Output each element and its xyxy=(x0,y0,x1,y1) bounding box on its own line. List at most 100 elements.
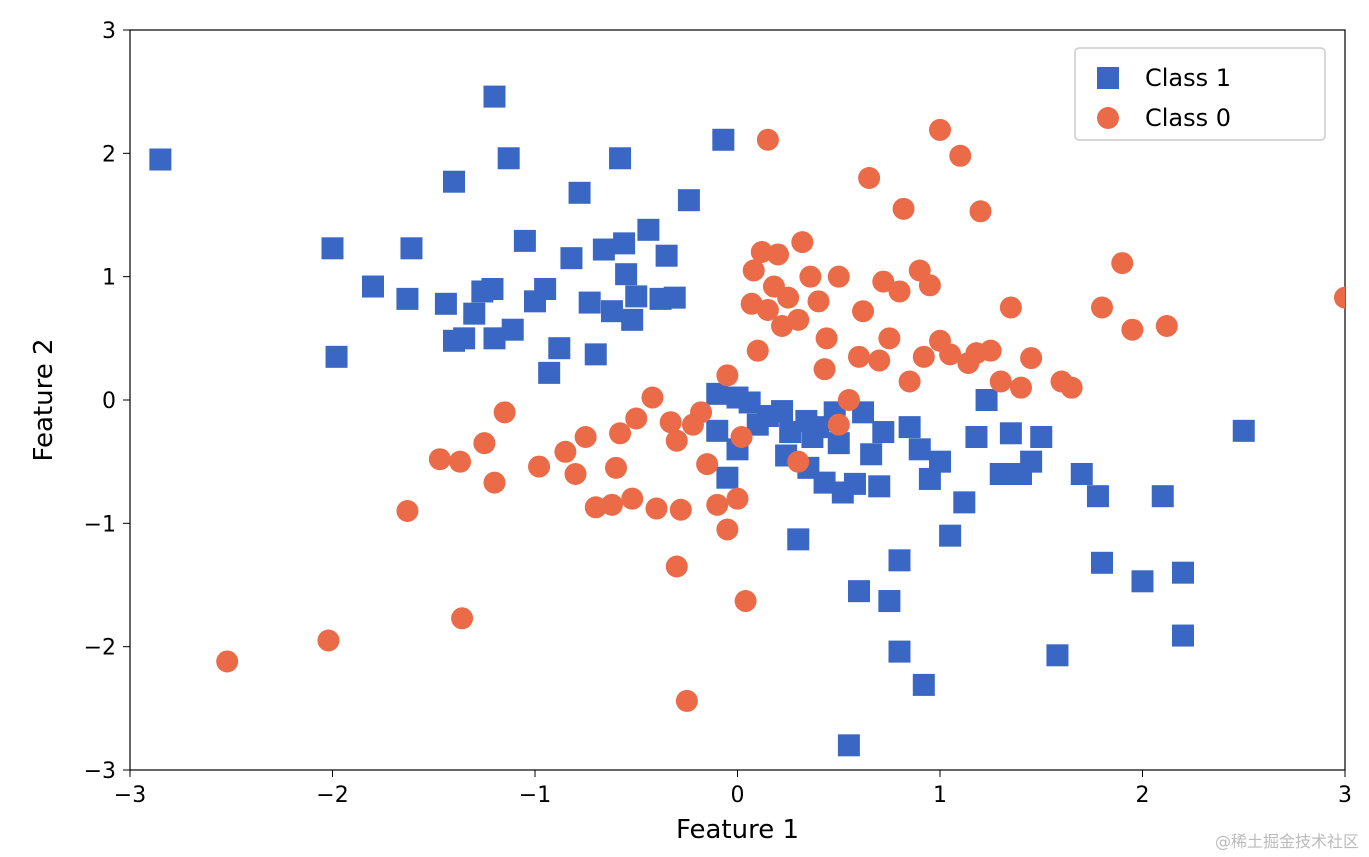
scatter-point-class-0 xyxy=(451,607,473,629)
scatter-point-class-0 xyxy=(791,231,813,253)
scatter-point-class-1 xyxy=(322,237,344,259)
scatter-point-class-0 xyxy=(605,457,627,479)
scatter-point-class-0 xyxy=(852,300,874,322)
scatter-point-class-0 xyxy=(1121,319,1143,341)
scatter-point-class-1 xyxy=(868,475,890,497)
scatter-point-class-0 xyxy=(990,371,1012,393)
scatter-point-class-0 xyxy=(621,488,643,510)
scatter-point-class-0 xyxy=(868,350,890,372)
y-tick-label: −1 xyxy=(84,512,116,537)
scatter-point-class-1 xyxy=(965,426,987,448)
scatter-point-class-0 xyxy=(449,451,471,473)
scatter-point-class-0 xyxy=(735,590,757,612)
scatter-point-class-0 xyxy=(787,451,809,473)
scatter-point-class-1 xyxy=(712,129,734,151)
scatter-point-class-1 xyxy=(1172,625,1194,647)
scatter-point-class-1 xyxy=(990,463,1012,485)
y-axis-label: Feature 2 xyxy=(29,338,59,461)
y-tick-label: −2 xyxy=(84,636,116,661)
scatter-point-class-0 xyxy=(494,401,516,423)
scatter-point-class-1 xyxy=(396,288,418,310)
watermark: @稀土掘金技术社区 xyxy=(1215,832,1359,851)
scatter-point-class-1 xyxy=(637,219,659,241)
scatter-point-class-1 xyxy=(929,451,951,473)
scatter-point-class-1 xyxy=(1172,562,1194,584)
scatter-point-class-1 xyxy=(838,734,860,756)
y-tick-label: 2 xyxy=(102,142,116,167)
scatter-point-class-1 xyxy=(593,239,615,261)
scatter-point-class-0 xyxy=(317,630,339,652)
scatter-point-class-1 xyxy=(585,343,607,365)
x-tick-label: 3 xyxy=(1338,783,1352,808)
scatter-point-class-1 xyxy=(534,278,556,300)
scatter-point-class-0 xyxy=(565,463,587,485)
scatter-point-class-1 xyxy=(1091,552,1113,574)
scatter-point-class-0 xyxy=(716,364,738,386)
scatter-point-class-1 xyxy=(889,641,911,663)
scatter-point-class-0 xyxy=(980,340,1002,362)
scatter-point-class-0 xyxy=(473,432,495,454)
scatter-point-class-0 xyxy=(949,145,971,167)
scatter-point-class-0 xyxy=(828,266,850,288)
scatter-point-class-1 xyxy=(326,346,348,368)
scatter-point-class-1 xyxy=(400,237,422,259)
scatter-point-class-1 xyxy=(889,549,911,571)
scatter-point-class-1 xyxy=(502,319,524,341)
scatter-point-class-0 xyxy=(848,346,870,368)
x-tick-label: −2 xyxy=(316,783,348,808)
scatter-point-class-1 xyxy=(844,473,866,495)
scatter-point-class-0 xyxy=(889,280,911,302)
scatter-point-class-0 xyxy=(747,340,769,362)
scatter-point-class-1 xyxy=(939,525,961,547)
scatter-point-class-0 xyxy=(816,327,838,349)
y-tick-label: 0 xyxy=(102,389,116,414)
legend-label: Class 1 xyxy=(1145,64,1231,92)
scatter-point-class-0 xyxy=(814,358,836,380)
scatter-point-class-0 xyxy=(1091,297,1113,319)
scatter-point-class-1 xyxy=(615,263,637,285)
scatter-point-class-1 xyxy=(613,232,635,254)
scatter-point-class-0 xyxy=(1000,297,1022,319)
legend-marker-icon xyxy=(1097,107,1119,129)
scatter-point-class-1 xyxy=(656,245,678,267)
scatter-point-class-1 xyxy=(625,285,647,307)
scatter-point-class-0 xyxy=(666,556,688,578)
scatter-point-class-1 xyxy=(976,389,998,411)
scatter-chart: −3−2−10123−3−2−10123Feature 1Feature 2Cl… xyxy=(0,0,1369,857)
scatter-point-class-0 xyxy=(690,401,712,423)
scatter-point-class-1 xyxy=(878,590,900,612)
scatter-point-class-0 xyxy=(676,690,698,712)
scatter-point-class-1 xyxy=(1132,570,1154,592)
scatter-point-class-0 xyxy=(484,472,506,494)
scatter-point-class-1 xyxy=(1046,644,1068,666)
scatter-point-class-1 xyxy=(362,276,384,298)
scatter-point-class-1 xyxy=(484,86,506,108)
scatter-point-class-0 xyxy=(787,309,809,331)
scatter-point-class-0 xyxy=(601,494,623,516)
scatter-point-class-0 xyxy=(1334,287,1356,309)
scatter-point-class-1 xyxy=(579,292,601,314)
x-tick-label: 1 xyxy=(933,783,947,808)
scatter-point-class-0 xyxy=(757,129,779,151)
scatter-point-class-1 xyxy=(848,580,870,602)
scatter-point-class-0 xyxy=(858,167,880,189)
scatter-point-class-1 xyxy=(498,147,520,169)
scatter-point-class-0 xyxy=(670,499,692,521)
scatter-point-class-0 xyxy=(1020,347,1042,369)
scatter-point-class-1 xyxy=(909,438,931,460)
scatter-point-class-0 xyxy=(919,274,941,296)
scatter-point-class-1 xyxy=(1087,485,1109,507)
scatter-point-class-1 xyxy=(548,337,570,359)
y-tick-label: 1 xyxy=(102,266,116,291)
scatter-point-class-0 xyxy=(878,327,900,349)
scatter-point-class-0 xyxy=(727,488,749,510)
scatter-point-class-0 xyxy=(696,453,718,475)
scatter-point-class-0 xyxy=(609,422,631,444)
scatter-point-class-1 xyxy=(787,528,809,550)
scatter-point-class-1 xyxy=(453,327,475,349)
scatter-point-class-0 xyxy=(1156,315,1178,337)
scatter-point-class-1 xyxy=(1020,451,1042,473)
scatter-point-class-0 xyxy=(767,243,789,265)
scatter-point-class-1 xyxy=(463,303,485,325)
scatter-point-class-1 xyxy=(560,247,582,269)
